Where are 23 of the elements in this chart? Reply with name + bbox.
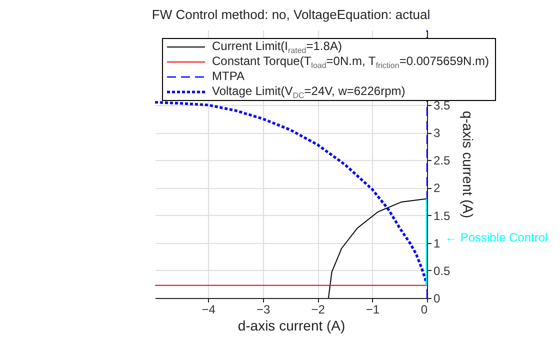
y-tick-label: 2 bbox=[434, 181, 440, 196]
legend-label: Current Limit(I$_{rated}$=1.8A) bbox=[212, 39, 342, 55]
y-tick-label: 1 bbox=[434, 236, 440, 250]
legend-label: Voltage Limit(V$_{DC}$=24V, w=6226rpm) bbox=[212, 84, 406, 100]
y-axis-title: q-axis current (A) bbox=[460, 110, 476, 218]
y-tick-label: 3.5 bbox=[434, 98, 451, 112]
annotation: ← Possible Control bbox=[445, 230, 548, 244]
x-tick-label: −2 bbox=[311, 302, 326, 316]
x-tick-label: −1 bbox=[366, 302, 380, 316]
y-tick-label: 0 bbox=[434, 292, 440, 306]
line-series bbox=[328, 198, 427, 298]
chart-title: FW Control method: no, VoltageEquation: actual bbox=[152, 7, 430, 22]
x-axis-title: d-axis current (A) bbox=[238, 318, 346, 334]
x-tick-label: 0 bbox=[420, 302, 428, 316]
y-tick-label: 3 bbox=[434, 126, 440, 140]
legend-label: MTPA bbox=[212, 69, 244, 83]
y-tick-label: 1.5 bbox=[434, 208, 451, 223]
x-tick-label: −3 bbox=[256, 302, 270, 316]
y-tick-label: 2.5 bbox=[434, 154, 451, 168]
line-series bbox=[155, 100, 427, 286]
legend-label: Constant Torque(T$_{load}$=0N.m, T$_{friction}$=0.0075659N.m) bbox=[212, 54, 490, 70]
y-tick-label: 0.5 bbox=[434, 264, 451, 278]
x-tick-label: −4 bbox=[202, 302, 216, 316]
